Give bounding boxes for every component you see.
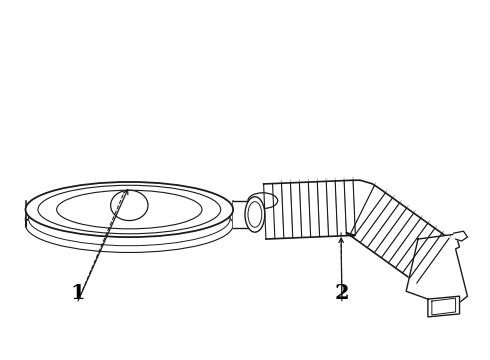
- Polygon shape: [406, 234, 467, 308]
- Polygon shape: [454, 231, 467, 241]
- Polygon shape: [428, 296, 460, 317]
- Ellipse shape: [248, 202, 262, 227]
- Text: 1: 1: [71, 283, 85, 303]
- Ellipse shape: [57, 190, 202, 229]
- Ellipse shape: [111, 190, 148, 221]
- FancyBboxPatch shape: [25, 201, 233, 227]
- Ellipse shape: [38, 185, 220, 234]
- Ellipse shape: [25, 182, 233, 237]
- Ellipse shape: [245, 197, 265, 232]
- Ellipse shape: [248, 193, 278, 208]
- Ellipse shape: [25, 192, 233, 247]
- Polygon shape: [264, 180, 449, 283]
- Ellipse shape: [25, 197, 233, 252]
- Text: 2: 2: [335, 283, 349, 303]
